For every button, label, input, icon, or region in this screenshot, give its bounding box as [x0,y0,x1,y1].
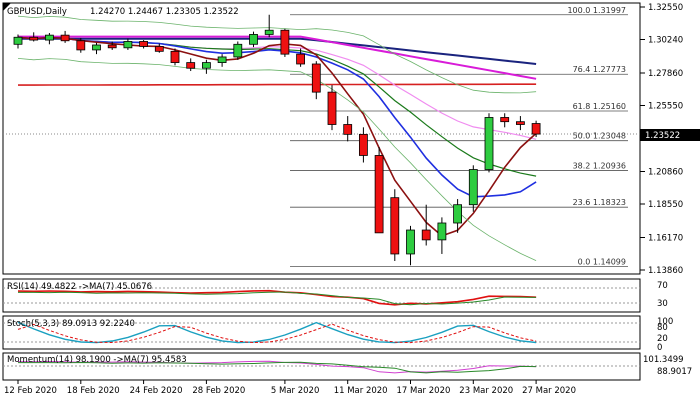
date-tick-label: 18 Feb 2020 [67,386,120,396]
current-price-label: 1.23522 [645,131,680,141]
date-tick-label: 27 Mar 2020 [522,386,576,396]
ma-10-line [17,36,537,198]
fib-level-label: 100.0 1.31997 [567,6,626,15]
candle-bull [437,222,447,241]
fib-level-label: 23.6 1.18323 [573,198,626,207]
bollinger-lower [17,58,537,261]
candle-bear [390,197,400,255]
date-tick-label: 24 Feb 2020 [130,386,183,396]
fib-level-label: 50.0 1.23048 [573,132,626,141]
candle-bear [76,40,86,51]
candle-bull [249,34,258,45]
candle-bull [92,44,101,51]
price-tick-label: 1.25550 [648,102,683,112]
rsi-ma-line [18,291,537,306]
candle-bear [296,53,306,65]
stoch-label: Stoch(5,3,3) 89.0913 92.2240 [7,319,135,329]
stoch-main-line [17,321,537,344]
momentum-ma-line [18,361,537,374]
rsi-tick-70: 70 [657,281,668,291]
date-tick-label: 12 Feb 2020 [4,386,57,396]
candle-bull [217,56,227,63]
candle-bear [421,229,431,241]
stoch-tick-20: 20 [657,334,668,344]
candle-bear [170,50,180,63]
fib-level-label: 76.4 1.27773 [573,65,626,74]
candle-bear [280,29,290,55]
stoch-tick-0: 0 [657,343,662,353]
candle-bear [154,46,164,52]
candle-bull [406,229,415,255]
rsi-line [17,289,537,306]
candle-bear [327,91,337,125]
candle-bear [531,123,541,135]
candle-bear [311,63,321,93]
ohlc-values: 1.24270 1.24467 1.23305 1.23522 [90,7,239,17]
rsi-label: RSI(14) 49.4822 ->MA(7) 45.0676 [7,282,152,292]
momentum-label: Momentum(14) 98.1900 ->MA(7) 95.4583 [7,355,187,365]
candle-bear [516,121,525,125]
fibonacci-retracement: 100.0 1.31997 76.4 1.27773 61.8 1.25160 50.… [3,6,640,268]
candle-bear [107,44,117,49]
candle-bull [264,29,274,35]
candle-bear [343,124,353,135]
date-tick-label: 5 Mar 2020 [271,386,319,396]
candle-bear [500,117,510,123]
candlesticks [13,14,541,266]
ma-100-line [18,37,537,65]
candle-bull [233,43,243,58]
bollinger-upper [17,15,537,94]
ma-5-line [17,36,537,237]
candle-bear [29,36,39,41]
candle-bull [45,34,54,41]
moving-averages [17,15,537,261]
candle-bear [374,155,384,234]
candle-bear [186,62,196,69]
panel-corner-icon [3,3,11,11]
rsi-tick-30: 30 [657,299,668,309]
stoch-signal-line [17,323,537,344]
price-tick-label: 1.20860 [648,167,683,177]
ma-200-line [18,83,537,86]
symbol-label: GBPUSD,Daily [7,7,67,17]
candle-bear [358,133,368,156]
candle-bull [201,62,211,69]
price-tick-label: 1.18550 [648,200,683,210]
fib-level-label: 0.0 1.14099 [578,258,626,267]
price-tick-label: 1.27860 [648,69,683,79]
main-price-panel[interactable] [2,2,641,275]
price-tick-label: 1.32550 [648,3,683,13]
stochastic-panel[interactable] [2,315,641,350]
price-axis: 1.32550 1.30240 1.27860 1.25550 1.20860 1.185… [640,3,683,276]
momentum-tick-low: 88.9017 [657,367,692,377]
fib-level-label: 61.8 1.25160 [573,102,626,111]
candle-bull [453,204,463,224]
candle-bull [13,36,23,45]
stoch-tick-80: 80 [657,323,668,333]
price-tick-label: 1.13860 [648,266,683,276]
date-axis: 12 Feb 2020 18 Feb 2020 24 Feb 2020 28 Feb … [4,380,576,396]
price-tick-label: 1.30240 [648,36,683,46]
candle-bear [139,41,149,47]
candle-bull [484,117,494,170]
momentum-line [17,360,537,374]
date-tick-label: 11 Mar 2020 [334,386,388,396]
fib-level-label: 38.2 1.20936 [573,161,626,170]
date-tick-label: 23 Mar 2020 [459,386,513,396]
stoch-tick-100: 100 [657,317,673,327]
momentum-tick-high: 101.3499 [643,355,684,365]
price-tick-label: 1.16170 [648,233,683,243]
ma-55-line [18,35,537,80]
candle-bull [468,169,478,206]
candle-bear [60,34,70,42]
date-tick-label: 28 Feb 2020 [192,386,245,396]
date-tick-label: 17 Mar 2020 [397,386,451,396]
candle-bull [123,41,133,49]
current-price-tag [640,129,700,141]
